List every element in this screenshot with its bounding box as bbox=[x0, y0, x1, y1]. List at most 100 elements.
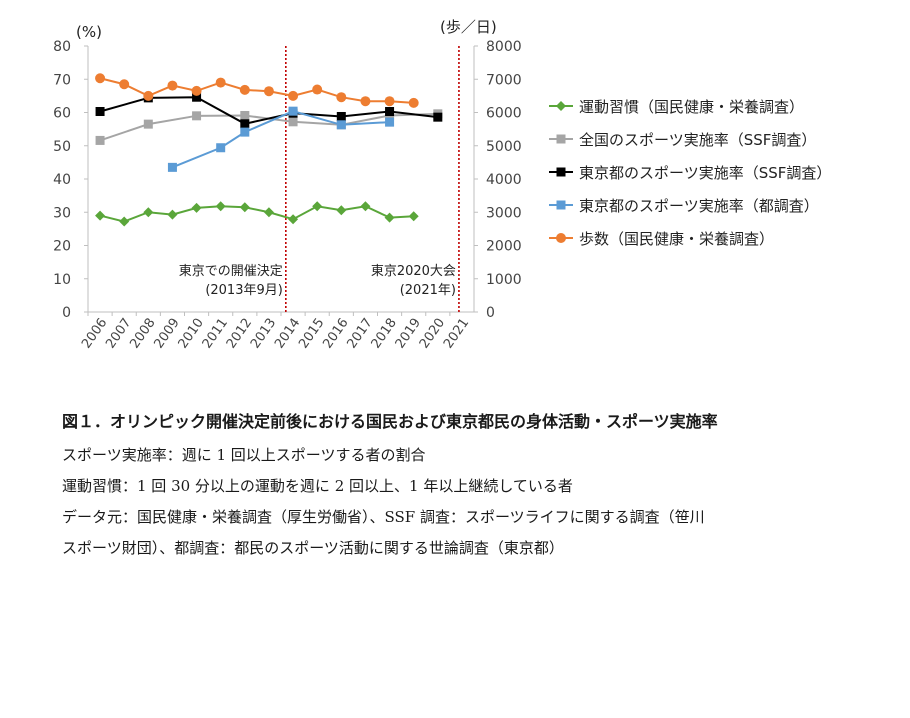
data-point bbox=[263, 207, 274, 218]
y-left-unit-label: (%) bbox=[76, 23, 102, 41]
y-left-tick-label: 30 bbox=[53, 205, 71, 221]
data-point bbox=[336, 205, 347, 216]
data-point bbox=[95, 135, 105, 145]
data-point bbox=[215, 77, 226, 88]
data-point bbox=[191, 202, 202, 213]
data-point bbox=[336, 120, 346, 130]
legend-label: 運動習慣（国民健康・栄養調査） bbox=[579, 98, 804, 116]
data-point bbox=[240, 119, 250, 129]
legend-marker bbox=[556, 134, 566, 144]
data-point bbox=[167, 80, 178, 91]
data-point bbox=[240, 127, 250, 137]
x-tick-label: 2013 bbox=[248, 316, 279, 352]
caption-title: 図１．オリンピック開催決定前後における国民および東京都民の身体活動・スポーツ実施… bbox=[62, 412, 718, 431]
legend-marker bbox=[556, 233, 566, 243]
data-point bbox=[239, 202, 250, 213]
y-right-unit-label: (歩／日) bbox=[440, 18, 497, 36]
caption-line-2: 運動習慣：1 回 30 分以上の運動を週に 2 回以上、1 年以上継続している者 bbox=[62, 477, 573, 495]
data-point bbox=[336, 92, 347, 103]
x-tick-label: 2009 bbox=[151, 316, 182, 352]
x-tick-label: 2020 bbox=[417, 316, 448, 352]
legend-marker bbox=[556, 200, 566, 210]
chart-marks bbox=[95, 73, 443, 227]
y-left-tick-label: 10 bbox=[53, 272, 71, 288]
x-tick-label: 2010 bbox=[176, 316, 207, 352]
y-right-tick-label: 0 bbox=[486, 305, 495, 321]
y-left-tick-label: 20 bbox=[53, 239, 71, 255]
y-right-tick-label: 4000 bbox=[486, 172, 522, 188]
annotation-games-line1: 東京2020大会 bbox=[371, 263, 456, 279]
data-point bbox=[312, 84, 323, 95]
data-point bbox=[263, 86, 274, 97]
series-line-3 bbox=[172, 110, 390, 169]
annotation-decision-line1: 東京での開催決定 bbox=[179, 263, 283, 279]
legend-item-2: 東京都のスポーツ実施率（SSF調査） bbox=[549, 164, 831, 182]
data-point bbox=[143, 90, 154, 101]
data-point bbox=[95, 73, 106, 84]
legend-item-1: 全国のスポーツ実施率（SSF調査） bbox=[549, 131, 816, 149]
data-point bbox=[288, 117, 298, 127]
data-point bbox=[95, 210, 106, 221]
data-point bbox=[192, 92, 202, 102]
data-point bbox=[119, 79, 130, 90]
data-point bbox=[167, 162, 177, 172]
legend-item-3: 東京都のスポーツ実施率（都調査） bbox=[549, 197, 819, 215]
legend-item-4: 歩数（国民健康・栄養調査） bbox=[549, 230, 774, 248]
y-right-tick-label: 2000 bbox=[486, 239, 522, 255]
annotation-decision-line2: (2013年9月) bbox=[205, 283, 283, 298]
x-tick-label: 2014 bbox=[272, 316, 303, 352]
y-left-tick-label: 70 bbox=[53, 72, 71, 88]
data-point bbox=[408, 97, 419, 108]
legend-label: 東京都のスポーツ実施率（SSF調査） bbox=[579, 164, 831, 182]
y-right-tick-label: 8000 bbox=[486, 39, 522, 55]
series-4 bbox=[95, 73, 419, 108]
data-point bbox=[167, 209, 178, 220]
annotation-games-line2: (2021年) bbox=[400, 283, 456, 298]
data-point bbox=[384, 212, 395, 223]
caption-line-4: スポーツ財団）、都調査：都民のスポーツ活動に関する世論調査（東京都） bbox=[62, 539, 564, 557]
data-point bbox=[240, 110, 250, 120]
data-point bbox=[191, 85, 202, 96]
figure-caption: 図１．オリンピック開催決定前後における国民および東京都民の身体活動・スポーツ実施… bbox=[62, 408, 882, 564]
chart-legend: 運動習慣（国民健康・栄養調査） 全国のスポーツ実施率（SSF調査） 東京都のスポーツ… bbox=[549, 98, 831, 248]
series-0 bbox=[95, 201, 419, 227]
y-right-tick-label: 3000 bbox=[486, 205, 522, 221]
data-point bbox=[216, 143, 226, 153]
y-left-tick-label: 80 bbox=[53, 39, 71, 55]
y-right-tick-label: 7000 bbox=[486, 72, 522, 88]
x-tick-label: 2019 bbox=[393, 316, 424, 352]
data-point bbox=[336, 111, 346, 121]
y-right-tick-label: 5000 bbox=[486, 139, 522, 155]
chart-axes: 0 10 20 30 40 50 60 70 80 0 1000 2000 3000 4000 5000 60… bbox=[53, 18, 521, 351]
x-tick-label: 2011 bbox=[200, 316, 231, 352]
legend-marker bbox=[556, 167, 566, 177]
y-right-tick-label: 1000 bbox=[486, 272, 522, 288]
data-point bbox=[360, 96, 371, 107]
legend-label: 全国のスポーツ実施率（SSF調査） bbox=[579, 131, 816, 149]
y-left-tick-label: 50 bbox=[53, 139, 71, 155]
data-point bbox=[288, 214, 299, 225]
x-tick-label: 2015 bbox=[296, 316, 327, 352]
data-point bbox=[239, 84, 250, 95]
data-point bbox=[215, 201, 226, 212]
x-tick-label: 2021 bbox=[441, 316, 472, 352]
legend-item-0: 運動習慣（国民健康・栄養調査） bbox=[549, 98, 804, 116]
y-left-tick-label: 60 bbox=[53, 106, 71, 122]
y-right-tick-label: 6000 bbox=[486, 106, 522, 122]
caption-line-3: データ元：国民健康・栄養調査（厚生労働省）、SSF 調査：スポーツライフに関する… bbox=[62, 508, 705, 526]
x-tick-label: 2008 bbox=[127, 316, 158, 352]
data-point bbox=[360, 201, 371, 212]
x-tick-label: 2016 bbox=[320, 316, 351, 352]
legend-label: 東京都のスポーツ実施率（都調査） bbox=[579, 197, 819, 215]
data-point bbox=[385, 117, 395, 127]
y-left-tick-label: 0 bbox=[62, 305, 71, 321]
data-point bbox=[192, 111, 202, 121]
data-point bbox=[143, 207, 154, 218]
x-tick-label: 2006 bbox=[79, 316, 110, 352]
x-tick-label: 2018 bbox=[369, 316, 400, 352]
data-point bbox=[385, 107, 395, 117]
legend-marker bbox=[556, 101, 566, 111]
data-point bbox=[288, 90, 299, 101]
data-point bbox=[433, 112, 443, 122]
data-point bbox=[119, 216, 130, 227]
